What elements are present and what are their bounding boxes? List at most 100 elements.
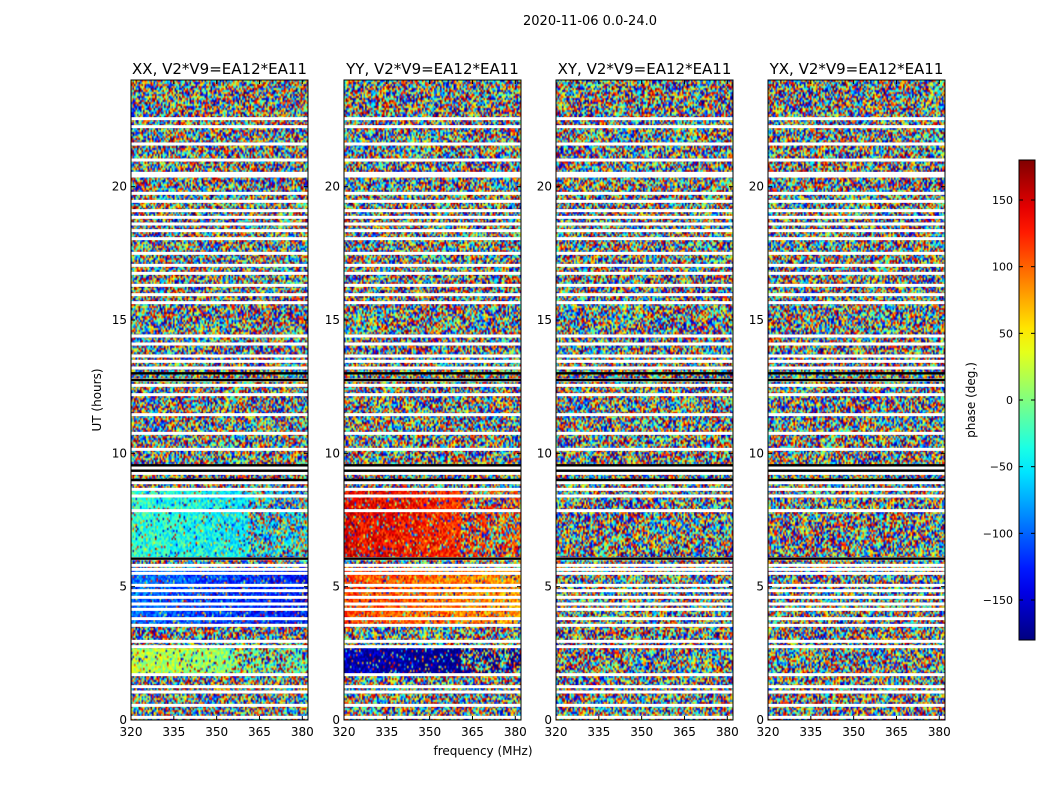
flagged-row bbox=[131, 354, 308, 358]
flagged-row bbox=[556, 567, 733, 571]
flagged-row bbox=[768, 117, 945, 121]
flagged-row bbox=[556, 431, 733, 435]
flagged-row bbox=[768, 447, 945, 451]
y-tick-label: 15 bbox=[325, 313, 340, 327]
flagged-row bbox=[131, 174, 308, 178]
flagged-row bbox=[131, 209, 308, 213]
flagged-row bbox=[131, 685, 308, 689]
flagged-row bbox=[556, 607, 733, 611]
flagged-row bbox=[131, 171, 308, 175]
flagged-row bbox=[344, 715, 521, 719]
flagged-row bbox=[344, 342, 521, 346]
x-tick-label: 365 bbox=[248, 725, 271, 739]
flagged-row bbox=[131, 487, 308, 491]
y-axis-label: UT (hours) bbox=[90, 368, 104, 431]
y-tick-label: 20 bbox=[112, 180, 127, 194]
flagged-row bbox=[131, 229, 308, 233]
flagged-row bbox=[344, 607, 521, 611]
flagged-row bbox=[344, 589, 521, 593]
x-tick-label: 350 bbox=[418, 725, 441, 739]
dark-row bbox=[344, 478, 521, 482]
flagged-row bbox=[556, 171, 733, 175]
flagged-row bbox=[344, 283, 521, 287]
flagged-row bbox=[556, 359, 733, 363]
y-tick-label: 10 bbox=[112, 446, 127, 460]
flagged-row bbox=[556, 222, 733, 226]
flagged-row bbox=[768, 251, 945, 255]
flagged-row bbox=[131, 567, 308, 571]
flagged-row bbox=[344, 673, 521, 677]
dark-row bbox=[556, 464, 733, 467]
flagged-row bbox=[556, 703, 733, 707]
flagged-row bbox=[131, 673, 308, 677]
flagged-row bbox=[556, 447, 733, 451]
flagged-row bbox=[556, 263, 733, 267]
flagged-row bbox=[131, 301, 308, 305]
flagged-row bbox=[556, 209, 733, 213]
dark-row bbox=[556, 378, 733, 382]
flagged-row bbox=[556, 466, 733, 470]
flagged-row bbox=[768, 263, 945, 267]
flagged-row bbox=[131, 589, 308, 593]
flagged-row bbox=[556, 494, 733, 498]
flagged-row bbox=[556, 215, 733, 219]
flagged-row bbox=[344, 617, 521, 621]
flagged-row bbox=[344, 494, 521, 498]
dark-row bbox=[131, 469, 308, 472]
flagged-row bbox=[344, 171, 521, 175]
panel-title: YX, V2*V9=EA12*EA11 bbox=[769, 60, 944, 78]
flagged-row bbox=[344, 215, 521, 219]
panel-title: XX, V2*V9=EA12*EA11 bbox=[132, 60, 307, 78]
flagged-row bbox=[344, 466, 521, 470]
flagged-row bbox=[556, 383, 733, 387]
x-tick-label: 335 bbox=[162, 725, 185, 739]
flagged-row bbox=[768, 393, 945, 397]
flagged-row bbox=[768, 602, 945, 606]
flagged-row bbox=[768, 215, 945, 219]
colorbar-tick-label: 150 bbox=[992, 194, 1013, 207]
dark-row bbox=[768, 478, 945, 482]
flagged-row bbox=[556, 690, 733, 694]
dark-row bbox=[344, 557, 521, 560]
flagged-row bbox=[344, 366, 521, 370]
flagged-row bbox=[768, 334, 945, 338]
flagged-row bbox=[131, 494, 308, 498]
flagged-row bbox=[131, 383, 308, 387]
flagged-row bbox=[344, 509, 521, 513]
flagged-row bbox=[344, 125, 521, 129]
x-tick-label: 320 bbox=[333, 725, 356, 739]
flagged-row bbox=[344, 645, 521, 649]
flagged-row bbox=[344, 639, 521, 643]
flagged-row bbox=[556, 237, 733, 241]
flagged-row bbox=[131, 466, 308, 470]
flagged-row bbox=[556, 342, 733, 346]
flagged-row bbox=[344, 199, 521, 203]
flagged-row bbox=[768, 191, 945, 195]
dark-row bbox=[556, 478, 733, 482]
colorbar-label: phase (deg.) bbox=[964, 362, 978, 438]
colorbar-group: −150 −100 −50 0 50 100 150 bbox=[983, 159, 1036, 641]
flagged-row bbox=[344, 383, 521, 387]
dark-row bbox=[344, 464, 521, 467]
dark-row bbox=[768, 469, 945, 472]
flagged-row bbox=[768, 607, 945, 611]
flagged-row bbox=[768, 583, 945, 587]
flagged-row bbox=[556, 283, 733, 287]
flagged-row bbox=[131, 595, 308, 599]
flagged-row bbox=[768, 222, 945, 226]
flagged-row bbox=[131, 509, 308, 513]
y-tick-label: 20 bbox=[749, 180, 764, 194]
flagged-row bbox=[768, 645, 945, 649]
flagged-row bbox=[768, 271, 945, 275]
figure-suptitle: 2020-11-06 0.0-24.0 bbox=[523, 14, 657, 29]
flagged-row bbox=[131, 447, 308, 451]
flagged-row bbox=[768, 471, 945, 475]
dark-row bbox=[131, 372, 308, 375]
flagged-row bbox=[556, 354, 733, 358]
x-tick-label: 380 bbox=[504, 725, 527, 739]
flagged-row bbox=[556, 229, 733, 233]
y-tick-label: 0 bbox=[756, 713, 764, 727]
flagged-row bbox=[768, 171, 945, 175]
y-tick-label: 5 bbox=[756, 580, 764, 594]
flagged-row bbox=[131, 334, 308, 338]
